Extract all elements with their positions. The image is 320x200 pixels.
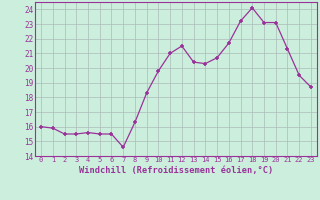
X-axis label: Windchill (Refroidissement éolien,°C): Windchill (Refroidissement éolien,°C) <box>79 166 273 175</box>
